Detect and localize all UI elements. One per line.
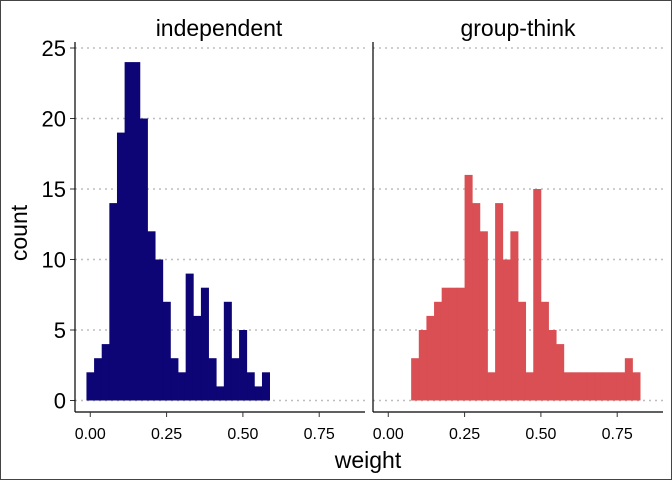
histogram-bar-independent <box>231 358 240 401</box>
histogram-bar-group-think <box>548 330 557 401</box>
histogram-bar-group-think <box>624 358 633 401</box>
x-tick-label: 0.50 <box>525 426 556 443</box>
y-tick-label: 25 <box>42 36 66 61</box>
x-tick-label: 0.25 <box>449 426 480 443</box>
histogram-bar-independent <box>239 330 248 401</box>
y-tick-label: 20 <box>42 107 66 132</box>
histogram-bar-independent <box>86 372 95 401</box>
histogram-bar-independent <box>261 372 270 401</box>
histogram-bar-group-think <box>472 203 481 401</box>
histogram-bar-group-think <box>632 372 641 401</box>
histogram-bar-group-think <box>571 372 580 401</box>
y-tick-label: 5 <box>54 318 66 343</box>
histogram-bar-group-think <box>487 372 496 401</box>
histogram-bar-independent <box>124 62 133 401</box>
histogram-bar-independent <box>185 273 194 401</box>
x-tick-label: 0.75 <box>304 426 335 443</box>
histogram-bar-independent <box>178 372 187 401</box>
histogram-bar-independent <box>109 203 118 401</box>
histogram-bar-group-think <box>540 301 549 401</box>
histogram-bar-independent <box>116 132 125 401</box>
histogram-bar-independent <box>94 358 103 401</box>
histogram-bar-independent <box>200 287 209 401</box>
histogram-bar-independent <box>162 301 171 401</box>
histogram-bar-group-think <box>586 372 595 401</box>
histogram-bar-group-think <box>418 330 427 401</box>
x-tick-label: 0.50 <box>227 426 258 443</box>
histogram-bar-independent <box>246 372 255 401</box>
y-tick-label: 10 <box>42 248 66 273</box>
histogram-bar-group-think <box>510 231 519 401</box>
histogram-bar-group-think <box>525 372 534 401</box>
histogram-bar-group-think <box>556 344 565 401</box>
histogram-bar-group-think <box>464 174 473 401</box>
histogram-bar-group-think <box>609 372 618 401</box>
facet-title-group-think: group-think <box>460 15 576 41</box>
histogram-bar-group-think <box>479 231 488 401</box>
histogram-bar-independent <box>254 386 263 401</box>
histogram-bar-independent <box>139 118 148 401</box>
histogram-bar-group-think <box>594 372 603 401</box>
histogram-bar-independent <box>216 386 225 401</box>
histogram-bar-group-think <box>563 372 572 401</box>
histogram-bar-group-think <box>579 372 588 401</box>
x-tick-label: 0.25 <box>151 426 182 443</box>
histogram-bar-group-think <box>441 287 450 401</box>
histogram-bar-independent <box>132 62 141 401</box>
y-axis-label: count <box>6 204 32 261</box>
histogram-bar-independent <box>101 344 110 401</box>
histogram-bar-independent <box>223 301 232 401</box>
y-tick-label: 0 <box>54 389 66 414</box>
x-tick-label: 0.00 <box>373 426 404 443</box>
histogram-bar-group-think <box>411 358 420 401</box>
histogram-bar-group-think <box>449 287 458 401</box>
facet-title-independent: independent <box>156 15 283 41</box>
histogram-bar-independent <box>155 259 164 401</box>
histogram-bar-group-think <box>601 372 610 401</box>
histogram-bar-independent <box>170 358 179 401</box>
y-tick-label: 15 <box>42 177 66 202</box>
x-tick-label: 0.75 <box>602 426 633 443</box>
histogram-bar-independent <box>193 315 202 401</box>
x-axis-label: weight <box>334 447 402 473</box>
histogram-bar-group-think <box>533 189 542 401</box>
x-tick-label: 0.00 <box>75 426 106 443</box>
histogram-bar-independent <box>208 358 217 401</box>
histogram-bar-group-think <box>426 315 435 401</box>
histogram-bar-independent <box>147 231 156 401</box>
plot-area: 0 5 10 15 20 25 0.00 0.25 0.50 0.75 0.00 0.25 0.50 0.… <box>42 36 663 443</box>
histogram-bar-group-think <box>434 301 443 401</box>
histogram-bar-group-think <box>456 287 465 401</box>
histogram-bar-group-think <box>495 203 504 401</box>
histogram-bar-group-think <box>502 259 511 401</box>
histogram-bar-group-think <box>518 301 527 401</box>
histogram-bar-group-think <box>617 372 626 401</box>
